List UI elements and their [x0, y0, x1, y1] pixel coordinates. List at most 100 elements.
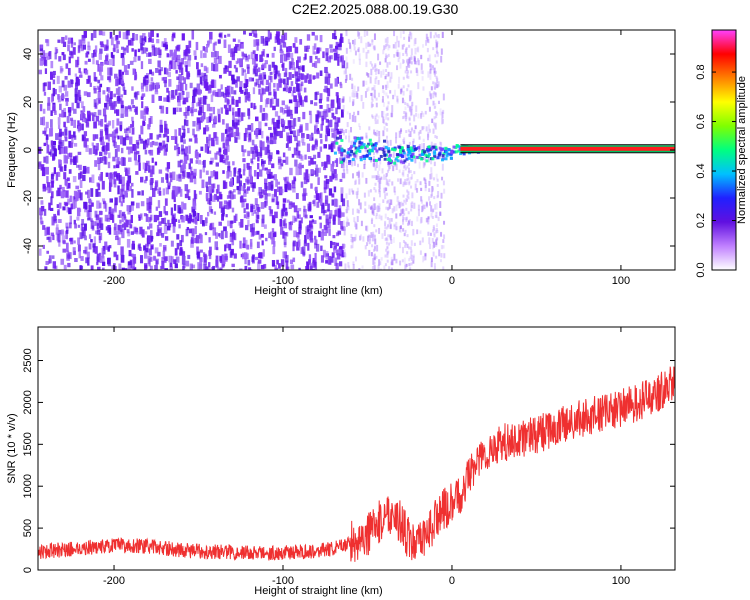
heatmap-cell [212, 106, 216, 115]
heatmap-cell [144, 79, 149, 86]
heatmap-cell [433, 263, 436, 267]
heatmap-cell [406, 234, 409, 238]
heatmap-cell [42, 185, 47, 192]
heatmap-cell [324, 66, 328, 74]
heatmap-cell [128, 126, 131, 134]
heatmap-cell [217, 88, 222, 98]
heatmap-cell [125, 31, 129, 40]
heatmap-cell [61, 186, 65, 192]
heatmap-ytick-label: 0 [22, 147, 34, 153]
heatmap-cell [107, 161, 111, 169]
heatmap-cell [378, 147, 382, 151]
heatmap-cell [240, 89, 244, 94]
heatmap-cell [58, 147, 62, 155]
heatmap-cell [386, 169, 389, 173]
heatmap-cell [98, 66, 102, 71]
heatmap-cell [346, 218, 349, 224]
heatmap-cell [288, 61, 292, 70]
heatmap-cell [341, 159, 345, 163]
heatmap-cell [341, 57, 344, 66]
heatmap-cell [196, 62, 199, 70]
heatmap-cell [108, 152, 111, 159]
heatmap-xtick-label: -200 [103, 275, 125, 287]
heatmap-cell [285, 260, 289, 270]
heatmap-cell [263, 224, 267, 229]
heatmap-cell [93, 121, 97, 129]
heatmap-cell [157, 60, 161, 68]
heatmap-cell [435, 211, 438, 215]
heatmap-cell [86, 92, 91, 98]
heatmap-cell [314, 235, 317, 240]
heatmap-cell [97, 79, 101, 84]
heatmap-cell [425, 33, 428, 40]
heatmap-cell [353, 136, 357, 140]
heatmap-cell [244, 88, 248, 95]
heatmap-cell [191, 109, 194, 117]
heatmap-cell [244, 265, 248, 270]
heatmap-cell [97, 157, 101, 164]
heatmap-cell [433, 228, 436, 232]
heatmap-cell [289, 167, 293, 176]
heatmap-cell [314, 242, 317, 249]
heatmap-cell [399, 260, 402, 266]
heatmap-cell [242, 185, 245, 191]
heatmap-cell [268, 126, 272, 131]
heatmap-cell [327, 76, 331, 85]
heatmap-cell [301, 142, 306, 146]
heatmap-cell [298, 154, 303, 159]
heatmap-cell [223, 226, 227, 232]
heatmap-cell [181, 75, 184, 81]
heatmap-cell [39, 104, 43, 112]
heatmap-cell [182, 251, 186, 257]
heatmap-cell [406, 61, 409, 67]
heatmap-cell [304, 154, 307, 160]
heatmap-cell [108, 59, 112, 66]
heatmap-cell [185, 45, 189, 51]
heatmap-cell [410, 185, 413, 189]
heatmap-cell [71, 102, 74, 111]
heatmap-cell [228, 85, 232, 93]
heatmap-cell [380, 215, 383, 221]
heatmap-cell [428, 91, 431, 97]
heatmap-cell [386, 157, 390, 161]
heatmap-cell [306, 143, 311, 152]
heatmap-cell [347, 205, 350, 211]
heatmap-cell [385, 187, 388, 192]
heatmap-cell [356, 137, 360, 141]
heatmap-cell [339, 157, 343, 164]
heatmap-cell [158, 211, 163, 217]
heatmap-cell [325, 109, 329, 118]
heatmap-cell [291, 181, 296, 189]
heatmap-cell [63, 172, 67, 180]
heatmap-cell [243, 198, 247, 203]
heatmap-cell [436, 79, 439, 83]
heatmap-cell [254, 53, 258, 59]
heatmap-cell [421, 150, 425, 154]
heatmap-cell [299, 126, 303, 133]
heatmap-cell [440, 245, 443, 250]
heatmap-cell [384, 176, 387, 180]
heatmap-cell [274, 36, 278, 44]
heatmap-cell [94, 76, 98, 82]
heatmap-cell [65, 179, 69, 187]
heatmap-cell [225, 109, 229, 115]
heatmap-cell [382, 102, 385, 107]
heatmap-cell [70, 119, 74, 126]
heatmap-cell [404, 155, 407, 159]
heatmap-cell [66, 250, 70, 260]
heatmap-cell [426, 47, 429, 53]
heatmap-cell [425, 126, 428, 132]
heatmap-cell [392, 151, 395, 158]
heatmap-cell [122, 137, 127, 146]
heatmap-cell [203, 127, 207, 135]
heatmap-cell [85, 257, 88, 264]
heatmap-cell [53, 167, 57, 175]
heatmap-cell [443, 188, 446, 194]
heatmap-cell [378, 182, 381, 189]
heatmap-cell [435, 239, 438, 246]
heatmap-cell [219, 154, 224, 163]
heatmap-cell [162, 140, 166, 150]
heatmap-cell [379, 157, 382, 165]
heatmap-cell [265, 36, 269, 43]
heatmap-cell [373, 159, 376, 167]
